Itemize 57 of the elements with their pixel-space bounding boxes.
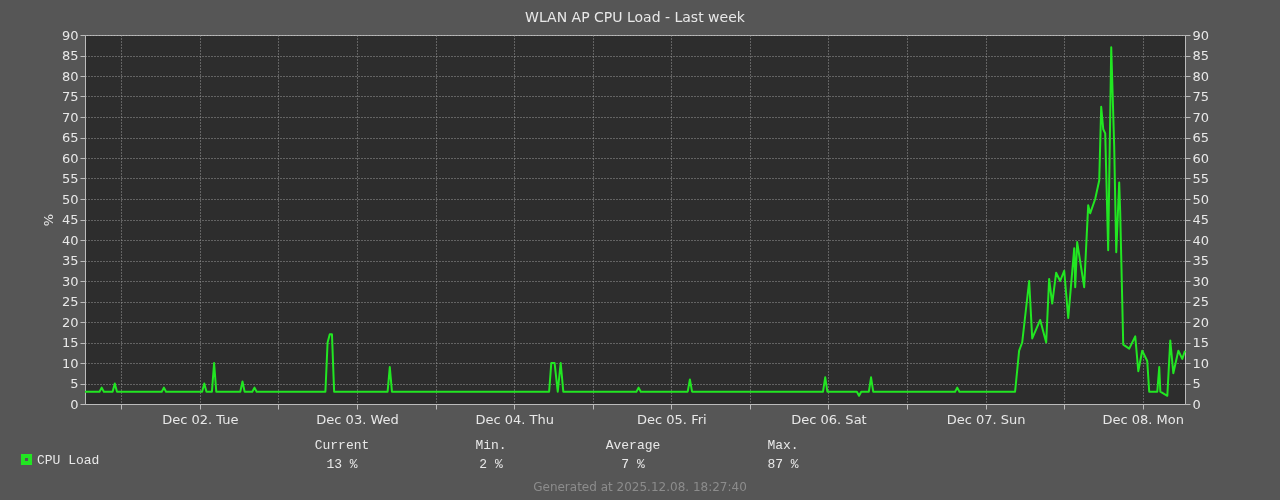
y-axis-title: % xyxy=(40,213,56,227)
text: 13 % xyxy=(326,457,358,472)
y2-tick-label: 45 xyxy=(1192,212,1210,227)
y-tick-label: 75 xyxy=(61,89,79,104)
y-tick-label: 45 xyxy=(61,212,79,227)
y2-tick-label: 30 xyxy=(1192,273,1210,289)
y2-tick-label: 10 xyxy=(1192,355,1210,371)
y-tick-label: 35 xyxy=(61,253,79,268)
text: 87 % xyxy=(767,457,799,472)
y2-tick-label: 55 xyxy=(1192,171,1210,186)
text: 2 % xyxy=(479,457,503,472)
legend-label: CPU Load xyxy=(37,452,100,468)
y-tick-label: 80 xyxy=(61,68,79,84)
y2-tick-label: 20 xyxy=(1192,314,1210,330)
y-tick-label: 30 xyxy=(61,273,79,289)
text: Current xyxy=(314,438,370,453)
chart-title: WLAN AP CPU Load - Last week xyxy=(525,9,746,25)
text: Average xyxy=(605,438,661,453)
y2-tick-label: 60 xyxy=(1192,150,1210,166)
y2-tick-label: 35 xyxy=(1192,253,1210,268)
y2-tick-label: 80 xyxy=(1192,68,1210,84)
y-tick-label: 20 xyxy=(61,314,79,330)
y-tick-label: 85 xyxy=(61,48,79,63)
y-tick-label: 70 xyxy=(61,109,79,125)
y-tick-label: 55 xyxy=(61,171,79,186)
y-tick-label: 0 xyxy=(70,396,79,412)
x-tick-label: Dec 02. Tue xyxy=(162,411,239,427)
y-tick-label: 40 xyxy=(61,232,79,248)
y-tick-label: 65 xyxy=(61,130,79,145)
y2-tick-label: 70 xyxy=(1192,109,1210,125)
text: 7 % xyxy=(621,457,645,472)
x-tick-label: Dec 08. Mon xyxy=(1102,411,1185,427)
x-tick-label: Dec 06. Sat xyxy=(791,411,867,427)
y2-tick-label: 90 xyxy=(1192,27,1210,43)
y2-tick-label: 40 xyxy=(1192,232,1210,248)
y-tick-label: 15 xyxy=(61,335,79,350)
y2-tick-label: 5 xyxy=(1192,376,1201,391)
y2-tick-label: 75 xyxy=(1192,89,1210,104)
y-tick-label: 90 xyxy=(61,27,79,43)
y-tick-label: 5 xyxy=(70,376,79,391)
y-tick-label: 50 xyxy=(61,191,79,207)
x-tick-label: Dec 04. Thu xyxy=(475,411,554,427)
x-tick-label: Dec 05. Fri xyxy=(637,411,707,427)
y-tick-label: 60 xyxy=(61,150,79,166)
x-tick-label: Dec 07. Sun xyxy=(946,411,1026,427)
y2-tick-label: 50 xyxy=(1192,191,1210,207)
y2-tick-label: 0 xyxy=(1192,396,1201,412)
y2-tick-label: 85 xyxy=(1192,48,1210,63)
y-tick-label: 10 xyxy=(61,355,79,371)
y2-tick-label: 25 xyxy=(1192,294,1210,309)
text: Max. xyxy=(767,438,799,453)
line-series xyxy=(84,46,1186,397)
x-tick-label: Dec 03. Wed xyxy=(316,411,399,427)
y2-tick-label: 65 xyxy=(1192,130,1210,145)
y2-tick-label: 15 xyxy=(1192,335,1210,350)
text: Min. xyxy=(475,438,507,453)
y-tick-label: 25 xyxy=(61,294,79,309)
